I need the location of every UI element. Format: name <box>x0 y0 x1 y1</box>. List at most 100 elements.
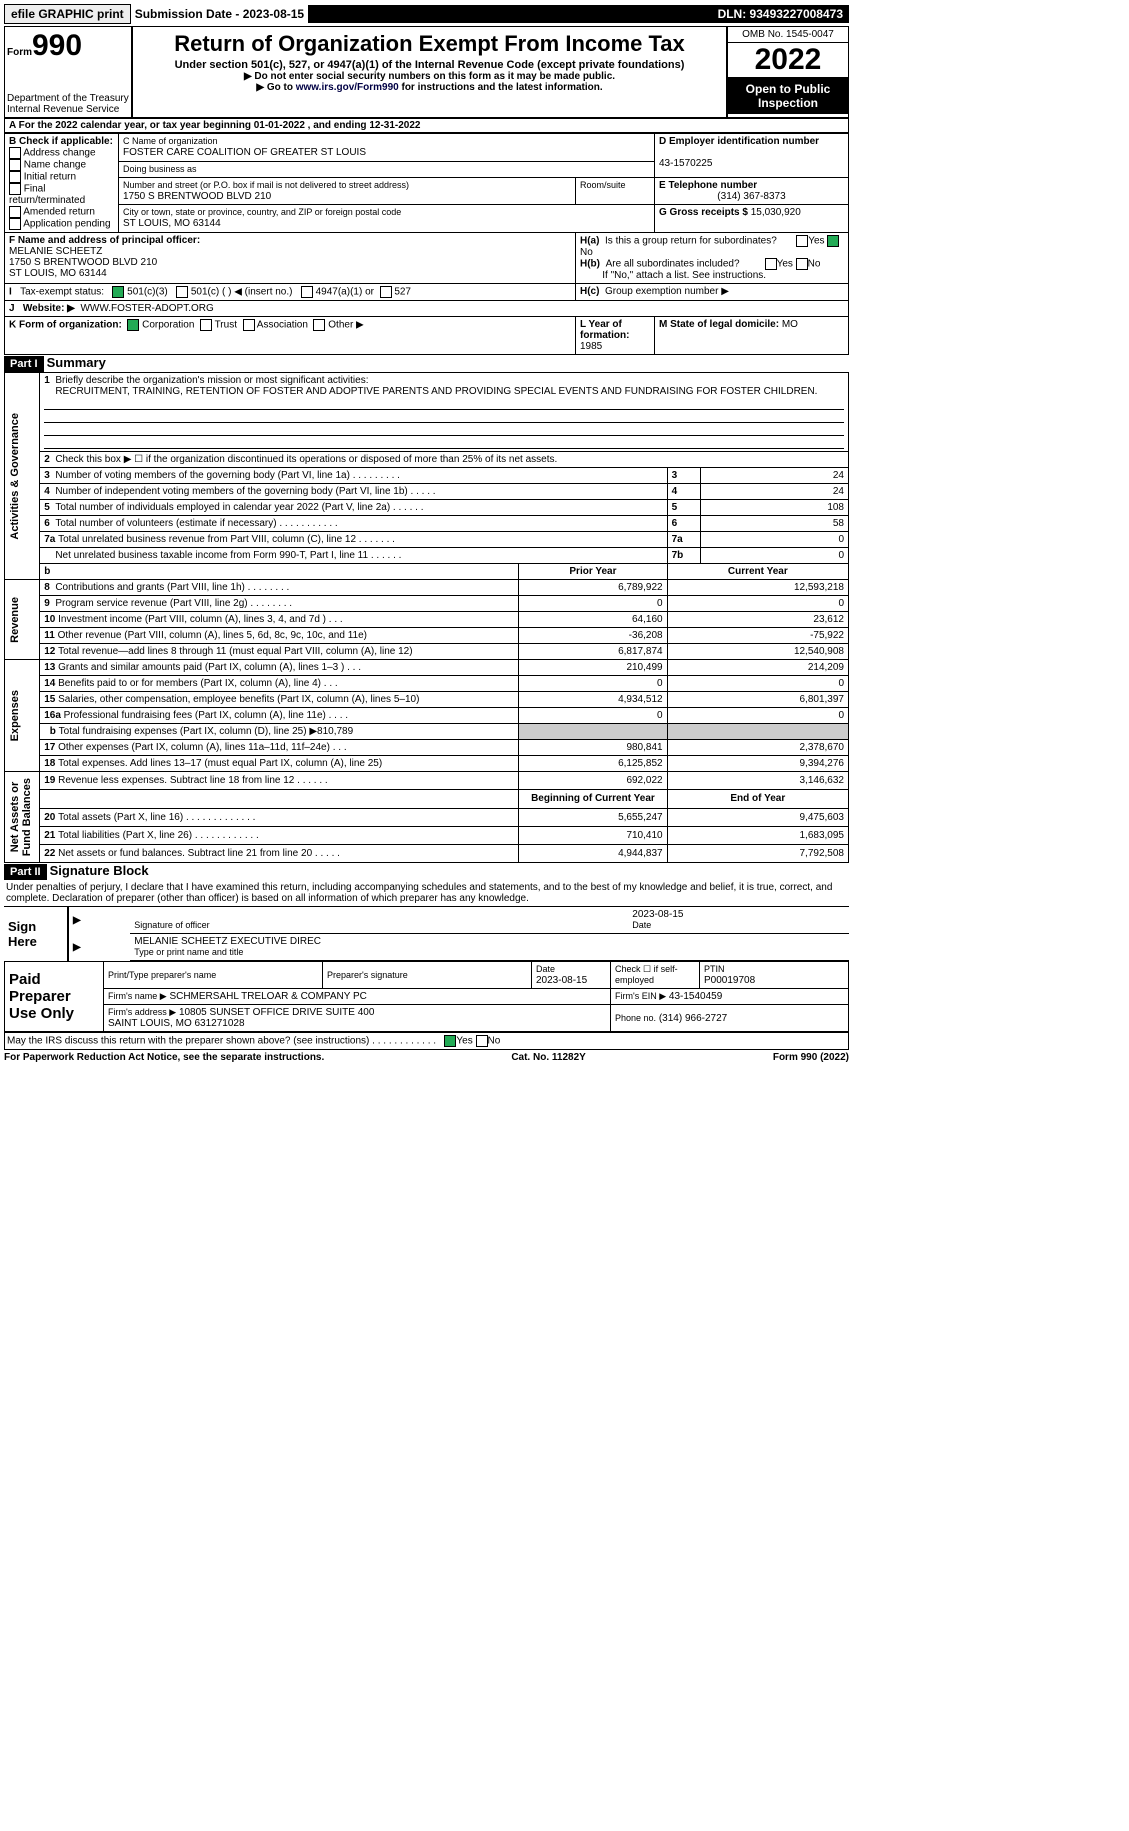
col-prior: Prior Year <box>519 564 667 580</box>
section-b-label: B Check if applicable: <box>9 136 113 147</box>
rev8-p: 6,789,922 <box>519 580 667 596</box>
irs-link[interactable]: www.irs.gov/Form990 <box>296 82 399 93</box>
row4-val: 24 <box>700 484 848 500</box>
exp16a-text: Professional fundraising fees (Part IX, … <box>64 710 348 721</box>
part1-tab: Part I <box>4 356 44 372</box>
exp19-text: Revenue less expenses. Subtract line 18 … <box>58 775 328 786</box>
rev11-c: -75,922 <box>667 628 848 644</box>
gross-label: G Gross receipts $ <box>659 207 748 218</box>
na21-p: 710,410 <box>519 826 667 844</box>
top-toolbar: efile GRAPHIC print Submission Date - 20… <box>4 4 849 24</box>
rev10-text: Investment income (Part VIII, column (A)… <box>58 614 343 625</box>
ck-trust[interactable]: Trust <box>215 320 237 331</box>
dln: DLN: 93493227008473 <box>308 5 849 23</box>
omb-number: OMB No. 1545-0047 <box>728 27 848 43</box>
row7a-text: Total unrelated business revenue from Pa… <box>58 534 395 545</box>
street-value: 1750 S BRENTWOOD BLVD 210 <box>123 191 271 202</box>
ck-pending[interactable]: Application pending <box>23 219 110 230</box>
city-label: City or town, state or province, country… <box>123 207 401 217</box>
firm-label: Firm's name ▶ <box>108 991 167 1001</box>
exp15-p: 4,934,512 <box>519 692 667 708</box>
ein-value: 43-1570225 <box>659 158 712 169</box>
phone-value: (314) 367-8373 <box>659 191 844 202</box>
sign-here: Sign Here <box>8 911 58 957</box>
ck-501c[interactable]: 501(c) ( ) ◀ (insert no.) <box>191 287 293 298</box>
ck-amended[interactable]: Amended return <box>23 207 95 218</box>
submission-date: Submission Date - 2023-08-15 <box>135 7 304 21</box>
efile-button[interactable]: efile GRAPHIC print <box>4 4 131 24</box>
rev8-c: 12,593,218 <box>667 580 848 596</box>
exp17-c: 2,378,670 <box>667 740 848 756</box>
na20-c: 9,475,603 <box>667 808 848 826</box>
form-org-label: K Form of organization: <box>9 320 122 331</box>
org-name: FOSTER CARE COALITION OF GREATER ST LOUI… <box>123 147 366 158</box>
exp13-p: 210,499 <box>519 660 667 676</box>
firm-ein: 43-1540459 <box>669 991 722 1002</box>
mission-label: Briefly describe the organization's miss… <box>55 375 368 386</box>
prep-self-employed[interactable]: Check ☐ if self-employed <box>615 964 678 985</box>
exp15-text: Salaries, other compensation, employee b… <box>58 694 419 705</box>
ck-corp[interactable]: Corporation <box>142 320 194 331</box>
row3-val: 24 <box>700 468 848 484</box>
prep-sig-label: Preparer's signature <box>327 970 408 980</box>
firm-name: SCHMERSAHL TRELOAR & COMPANY PC <box>169 991 366 1002</box>
firm-phone: (314) 966-2727 <box>659 1013 727 1024</box>
room-label: Room/suite <box>580 180 626 190</box>
part2-tab: Part II <box>4 864 47 880</box>
officer-addr: 1750 S BRENTWOOD BLVD 210 ST LOUIS, MO 6… <box>9 257 157 279</box>
ck-4947[interactable]: 4947(a)(1) or <box>316 287 374 298</box>
ein-label: D Employer identification number <box>659 136 819 147</box>
exp14-text: Benefits paid to or for members (Part IX… <box>58 678 338 689</box>
firm-phone-label: Phone no. <box>615 1013 656 1023</box>
na22-c: 7,792,508 <box>667 845 848 863</box>
col-current: Current Year <box>667 564 848 580</box>
ck-527[interactable]: 527 <box>394 287 411 298</box>
ck-assoc[interactable]: Association <box>257 320 308 331</box>
ptin-label: PTIN <box>704 964 725 974</box>
exp15-c: 6,801,397 <box>667 692 848 708</box>
rev10-c: 23,612 <box>667 612 848 628</box>
ck-address[interactable]: Address change <box>23 148 95 159</box>
prep-date: 2023-08-15 <box>536 975 587 986</box>
exp18-p: 6,125,852 <box>519 756 667 772</box>
exp17-p: 980,841 <box>519 740 667 756</box>
hc-label: Group exemption number ▶ <box>605 286 729 297</box>
exp13-text: Grants and similar amounts paid (Part IX… <box>58 662 361 673</box>
ha-label: Is this a group return for subordinates? <box>605 236 777 247</box>
exp14-p: 0 <box>519 676 667 692</box>
sig-date: 2023-08-15 <box>632 909 683 920</box>
sig-officer-label: Signature of officer <box>134 920 209 930</box>
part1-name: Summary <box>47 355 106 370</box>
rev9-text: Program service revenue (Part VIII, line… <box>55 598 292 609</box>
domicile-label: M State of legal domicile: <box>659 319 779 330</box>
perjury-text: Under penalties of perjury, I declare th… <box>4 880 849 907</box>
na22-text: Net assets or fund balances. Subtract li… <box>58 848 340 859</box>
exp19-c: 3,146,632 <box>667 772 848 790</box>
row6-text: Total number of volunteers (estimate if … <box>55 518 337 529</box>
tax-year: 2022 <box>728 43 848 78</box>
firm-addr-label: Firm's address ▶ <box>108 1007 176 1017</box>
na20-p: 5,655,247 <box>519 808 667 826</box>
form-word: Form <box>7 47 32 58</box>
open-inspection: Open to Public Inspection <box>728 78 848 114</box>
sidebar-revenue: Revenue <box>9 593 21 647</box>
ck-501c3[interactable]: 501(c)(3) <box>127 287 168 298</box>
website-value: WWW.FOSTER-ADOPT.ORG <box>80 303 213 314</box>
rev11-p: -36,208 <box>519 628 667 644</box>
goto-pre: ▶ Go to <box>256 82 295 93</box>
col-boy: Beginning of Current Year <box>519 790 667 808</box>
rev11-text: Other revenue (Part VIII, column (A), li… <box>58 630 367 641</box>
sidebar-activities: Activities & Governance <box>9 409 21 544</box>
ck-name[interactable]: Name change <box>24 160 86 171</box>
exp16b-c <box>667 724 848 740</box>
exp13-c: 214,209 <box>667 660 848 676</box>
hb-label: Are all subordinates included? <box>606 259 740 270</box>
ck-final[interactable]: Final return/terminated <box>9 184 85 206</box>
part2-name: Signature Block <box>50 863 149 878</box>
row3-text: Number of voting members of the governin… <box>55 470 400 481</box>
city-value: ST LOUIS, MO 63144 <box>123 218 221 229</box>
ck-other[interactable]: Other ▶ <box>328 320 363 331</box>
discuss-text: May the IRS discuss this return with the… <box>7 1036 436 1047</box>
row4-text: Number of independent voting members of … <box>55 486 435 497</box>
ck-initial[interactable]: Initial return <box>24 172 76 183</box>
